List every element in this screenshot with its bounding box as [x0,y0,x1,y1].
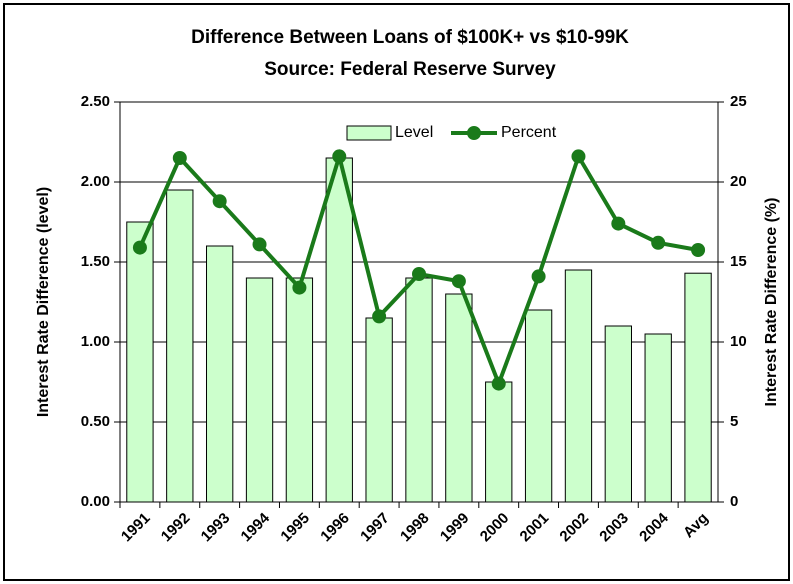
line-marker [212,194,227,209]
legend-label: Percent [501,124,557,141]
y2-tick-label: 15 [730,253,747,270]
bar [644,333,672,503]
y2-tick-label: 20 [730,173,747,190]
line-marker [412,267,426,281]
y-tick-label: 2.00 [81,173,110,190]
bar [564,269,593,503]
y2-tick-label: 10 [730,333,747,350]
y-tick-label: 0.00 [81,493,110,510]
plot-border [119,101,719,503]
y2-tick-label: 0 [730,493,738,510]
bar [166,189,194,503]
line-marker [651,235,666,250]
y-tick-label: 1.50 [81,253,110,270]
line-marker [132,240,147,255]
line-marker [491,376,506,391]
y-axis-title: Interest Rate Difference (level) [35,187,52,417]
legend-marker [467,126,481,140]
chart-title: Difference Between Loans of $100K+ vs $1… [191,27,629,48]
bar [445,293,473,503]
bar [485,381,513,503]
line-marker [252,237,267,252]
line-marker [292,280,307,295]
line-marker [691,243,706,257]
legend-swatch [346,125,392,141]
bar [524,309,553,503]
bar [285,277,314,503]
bar [325,157,353,503]
bar [126,221,154,503]
bar [684,272,712,503]
bar [245,277,274,503]
y2-tick-label: 5 [730,413,738,430]
line-marker [451,274,466,289]
y2-tick-label: 25 [730,93,747,110]
legend-label: Level [395,124,433,141]
bar [206,245,234,503]
y2-axis-title: Interest Rate Difference (%) [763,198,780,407]
line-marker [332,149,347,164]
chart-subtitle: Source: Federal Reserve Survey [264,59,556,80]
bar [604,325,632,503]
y-tick-label: 0.50 [81,413,110,430]
bar [405,277,433,503]
line-marker [611,216,626,231]
bar [365,317,393,503]
y-tick-label: 2.50 [81,93,110,110]
line-marker [172,151,187,165]
line-marker [531,269,546,284]
line-marker [372,309,387,324]
y-tick-label: 1.00 [81,333,110,350]
line-marker [571,149,586,164]
